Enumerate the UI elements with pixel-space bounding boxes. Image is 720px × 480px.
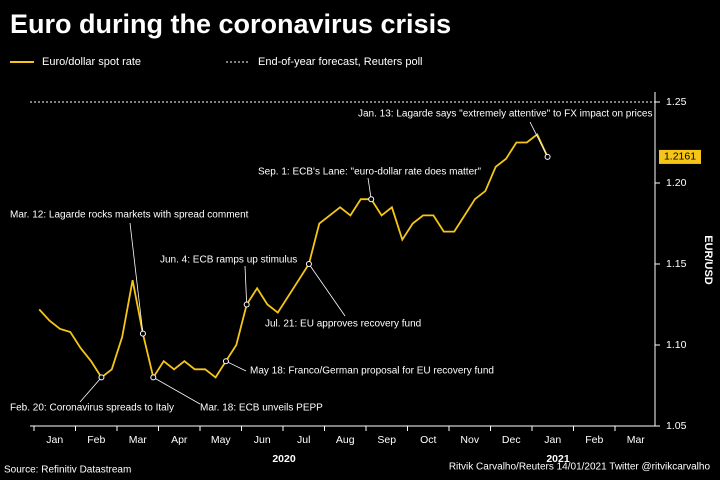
annotation-leader xyxy=(308,263,346,317)
annotation: Mar. 12: Lagarde rocks markets with spre… xyxy=(10,210,249,221)
annotation-leader xyxy=(153,377,201,405)
year-label: 2020 xyxy=(272,453,296,465)
x-tick-label: Nov xyxy=(460,434,479,446)
y-tick-label: 1.20 xyxy=(666,177,687,189)
annotation: Mar. 18: ECB unveils PEPP xyxy=(200,403,323,414)
annotation: Jul. 21: EU approves recovery fund xyxy=(265,319,421,330)
x-tick-label: Jun xyxy=(254,434,271,446)
annotation-leader xyxy=(529,121,548,158)
annotation-point xyxy=(98,374,105,381)
last-value-label: 1.2161 xyxy=(664,151,696,163)
legend-label: Euro/dollar spot rate xyxy=(42,56,141,68)
y-tick-label: 1.10 xyxy=(666,339,687,351)
x-tick-label: Aug xyxy=(336,434,355,446)
annotation-leader xyxy=(79,377,102,403)
annotation-leader xyxy=(367,177,372,200)
chart-title: Euro during the coronavirus crisis xyxy=(10,9,451,39)
y-tick-label: 1.25 xyxy=(666,96,687,108)
annotation-point xyxy=(368,196,375,203)
annotation-point xyxy=(305,261,312,267)
y-axis-label: EUR/USD xyxy=(702,235,714,285)
annotation: Sep. 1: ECB's Lane: "euro-dollar rate do… xyxy=(258,167,481,178)
annotation-point xyxy=(139,330,146,337)
legend-label: End-of-year forecast, Reuters poll xyxy=(258,56,422,68)
annotation-point xyxy=(544,153,551,160)
x-tick-label: Jul xyxy=(297,434,310,446)
last-value-box xyxy=(659,149,701,164)
x-tick-label: Sep xyxy=(377,434,396,446)
x-tick-label: May xyxy=(211,434,232,446)
annotation: Jun. 4: ECB ramps up stimulus xyxy=(160,255,297,266)
x-tick-label: Oct xyxy=(420,434,436,446)
x-tick-label: Mar xyxy=(129,434,148,446)
annotation-leader xyxy=(244,265,248,305)
annotation: Feb. 20: Coronavirus spreads to Italy xyxy=(10,403,174,414)
y-tick-label: 1.15 xyxy=(666,258,687,270)
annotation-leader xyxy=(225,360,247,372)
year-label: 2021 xyxy=(546,453,570,465)
annotation-point xyxy=(150,374,157,381)
y-tick-label: 1.05 xyxy=(666,420,687,432)
annotation-point xyxy=(222,358,229,365)
x-tick-label: Feb xyxy=(585,434,603,446)
annotation: Jan. 13: Lagarde says "extremely attenti… xyxy=(358,109,652,120)
x-tick-label: Apr xyxy=(171,434,188,446)
credit: Ritvik Carvalho/Reuters 14/01/2021 Twitt… xyxy=(449,462,711,473)
x-tick-label: Dec xyxy=(502,434,521,446)
x-tick-label: Jan xyxy=(544,434,561,446)
annotation-leader xyxy=(129,222,144,334)
source: Source: Refinitiv Datastream xyxy=(4,465,131,476)
x-tick-label: Feb xyxy=(87,434,105,446)
x-tick-label: Jan xyxy=(46,434,63,446)
annotation: May 18: Franco/German proposal for EU re… xyxy=(250,366,494,377)
series-line xyxy=(38,132,549,380)
annotation-point xyxy=(243,301,250,308)
x-tick-label: Mar xyxy=(627,434,646,446)
